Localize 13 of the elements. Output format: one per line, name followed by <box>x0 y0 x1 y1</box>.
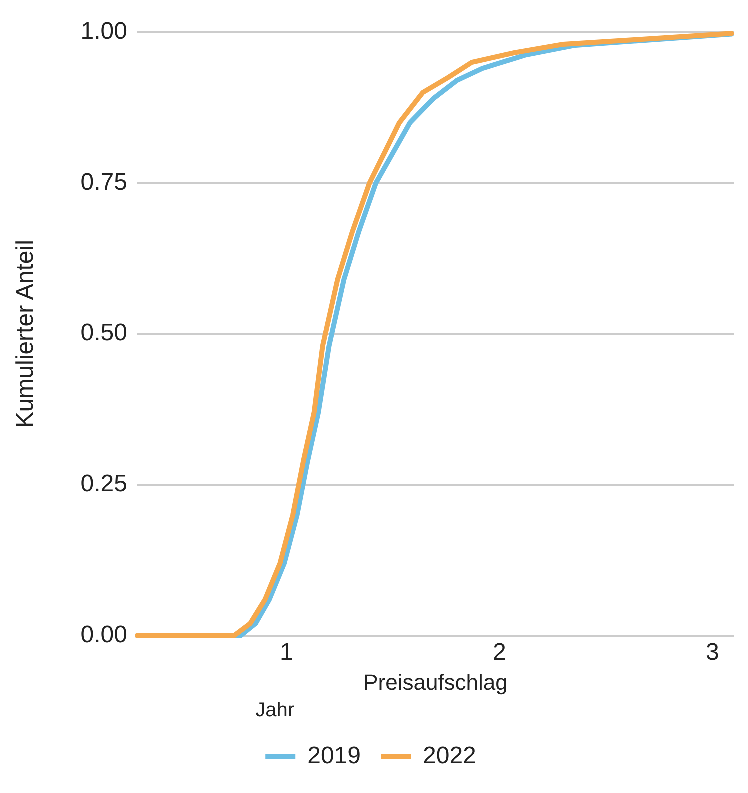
y-tick-label: 0.50 <box>80 320 128 347</box>
legend-title: Jahr <box>256 700 295 722</box>
legend-label: 2022 <box>423 742 476 770</box>
y-axis-title: Kumulierter Anteil <box>12 240 40 428</box>
x-tick-label: 3 <box>706 638 720 666</box>
x-axis-title: Preisaufschlag <box>364 670 508 695</box>
y-tick-label: 0.25 <box>80 470 128 498</box>
x-tick-label: 1 <box>280 638 294 666</box>
x-tick-label: 2 <box>492 638 506 666</box>
legend-label: 2019 <box>308 742 361 770</box>
y-tick-label: 0.00 <box>80 621 128 648</box>
y-tick-label: 0.75 <box>80 168 128 196</box>
y-tick-label: 1.00 <box>80 18 128 46</box>
